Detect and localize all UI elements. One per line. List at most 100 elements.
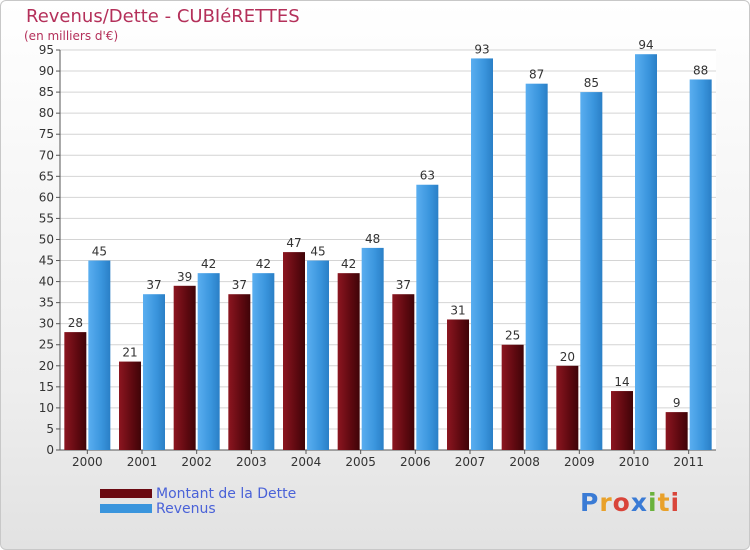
data-label-revenus: 87 xyxy=(529,68,544,82)
bar-dette xyxy=(501,344,524,450)
y-tick-label: 75 xyxy=(39,127,54,141)
y-tick-label: 30 xyxy=(39,317,54,331)
y-tick-label: 65 xyxy=(39,169,54,183)
logo-letter: t xyxy=(657,488,671,517)
y-tick-label: 15 xyxy=(39,380,54,394)
data-label-revenus: 63 xyxy=(420,169,435,183)
y-tick-label: 80 xyxy=(39,106,54,120)
x-tick-label: 2002 xyxy=(181,455,212,469)
bar-revenus xyxy=(525,83,548,451)
y-tick-label: 20 xyxy=(39,359,54,373)
y-tick-label: 95 xyxy=(39,43,54,57)
data-label-revenus: 85 xyxy=(584,76,599,90)
y-tick-label: 45 xyxy=(39,254,54,268)
bars xyxy=(64,54,712,451)
x-tick-label: 2000 xyxy=(72,455,103,469)
legend-label-revenus: Revenus xyxy=(156,500,216,517)
y-tick-label: 70 xyxy=(39,148,54,162)
logo-letter: r xyxy=(599,488,613,517)
y-tick-label: 10 xyxy=(39,401,54,415)
data-label-revenus: 88 xyxy=(693,63,708,77)
data-label-dette: 21 xyxy=(122,346,137,360)
bar-revenus xyxy=(88,260,111,450)
data-label-dette: 28 xyxy=(68,316,83,330)
data-label-revenus: 48 xyxy=(365,232,380,246)
bar-dette xyxy=(119,361,141,450)
y-tick-label: 85 xyxy=(39,85,54,99)
bar-dette xyxy=(283,252,305,450)
bar-dette xyxy=(447,319,469,450)
bar-dette xyxy=(64,332,87,450)
bar-revenus xyxy=(471,58,493,450)
data-label-revenus: 45 xyxy=(92,245,107,259)
bar-revenus xyxy=(689,79,712,450)
data-label-dette: 39 xyxy=(177,270,192,284)
bar-revenus xyxy=(143,294,165,450)
x-tick-label: 2006 xyxy=(400,455,431,469)
data-label-revenus: 93 xyxy=(474,42,489,56)
logo-letter: i xyxy=(670,488,681,517)
logo-letter: x xyxy=(630,488,648,517)
x-tick-label: 2011 xyxy=(673,455,704,469)
legend-item-dette: Montant de la Dette xyxy=(100,485,297,502)
proxiti-logo: Proxiti xyxy=(580,488,680,517)
data-label-revenus: 94 xyxy=(638,38,653,52)
legend-swatch-revenus xyxy=(100,504,152,513)
value-labels: 28 45 21 37 39 42 37 42 47 45 42 48 37 63 31 93 25 87 20 85… xyxy=(68,38,709,410)
y-tick-label: 60 xyxy=(39,190,54,204)
data-label-revenus: 42 xyxy=(256,257,271,271)
x-tick-label: 2001 xyxy=(127,455,158,469)
y-tick-label: 5 xyxy=(46,422,54,436)
x-tick-label: 2008 xyxy=(509,455,540,469)
data-label-dette: 14 xyxy=(614,375,629,389)
legend-label-dette: Montant de la Dette xyxy=(156,485,297,502)
logo-letter: i xyxy=(648,488,658,517)
y-tick-label: 55 xyxy=(39,211,54,225)
data-label-dette: 31 xyxy=(450,303,465,317)
gridlines xyxy=(60,49,716,451)
data-label-revenus: 37 xyxy=(146,278,161,292)
data-label-dette: 9 xyxy=(673,396,681,410)
bar-revenus xyxy=(307,260,329,450)
data-label-dette: 37 xyxy=(232,278,247,292)
chart-subtitle: (en milliers d'€) xyxy=(24,29,119,43)
legend: Montant de la Dette Revenus xyxy=(100,485,297,517)
axes: 0 5 10 15 20 25 30 35 40 45 50 55 60 65 70 75 80 85 90 95 20… xyxy=(39,43,716,469)
chart-title: Revenus/Dette - CUBIéRETTES xyxy=(26,6,300,27)
data-label-dette: 25 xyxy=(505,329,520,343)
y-tick-label: 35 xyxy=(39,296,54,310)
x-tick-label: 2010 xyxy=(619,455,650,469)
bar-dette xyxy=(665,412,688,450)
data-label-dette: 20 xyxy=(560,350,575,364)
x-tick-label: 2007 xyxy=(455,455,486,469)
bar-revenus xyxy=(252,273,275,450)
y-tick-label: 90 xyxy=(39,64,54,78)
bar-revenus xyxy=(361,247,384,450)
bar-dette xyxy=(556,365,579,450)
bar-dette xyxy=(228,294,251,450)
plot-area xyxy=(60,50,716,450)
y-tick-label: 50 xyxy=(39,232,54,246)
legend-swatch-dette xyxy=(100,489,152,498)
x-tick-label: 2005 xyxy=(345,455,376,469)
bar-dette xyxy=(337,273,360,450)
data-label-revenus: 45 xyxy=(310,245,325,259)
x-tick-label: 2004 xyxy=(291,455,322,469)
x-tick-label: 2003 xyxy=(236,455,267,469)
logo-letter: o xyxy=(612,488,631,517)
data-label-dette: 42 xyxy=(341,257,356,271)
bar-revenus xyxy=(197,273,220,450)
y-tick-label: 25 xyxy=(39,338,54,352)
logo-letter: P xyxy=(580,488,600,517)
bar-dette xyxy=(611,391,633,450)
bar-dette xyxy=(392,294,415,450)
x-tick-label: 2009 xyxy=(564,455,595,469)
data-label-revenus: 42 xyxy=(201,257,216,271)
data-label-dette: 37 xyxy=(396,278,411,292)
bar-dette xyxy=(173,285,196,450)
bar-revenus xyxy=(580,92,603,451)
legend-item-revenus: Revenus xyxy=(100,500,296,517)
y-tick-label: 0 xyxy=(46,443,54,457)
bar-revenus xyxy=(635,54,657,451)
